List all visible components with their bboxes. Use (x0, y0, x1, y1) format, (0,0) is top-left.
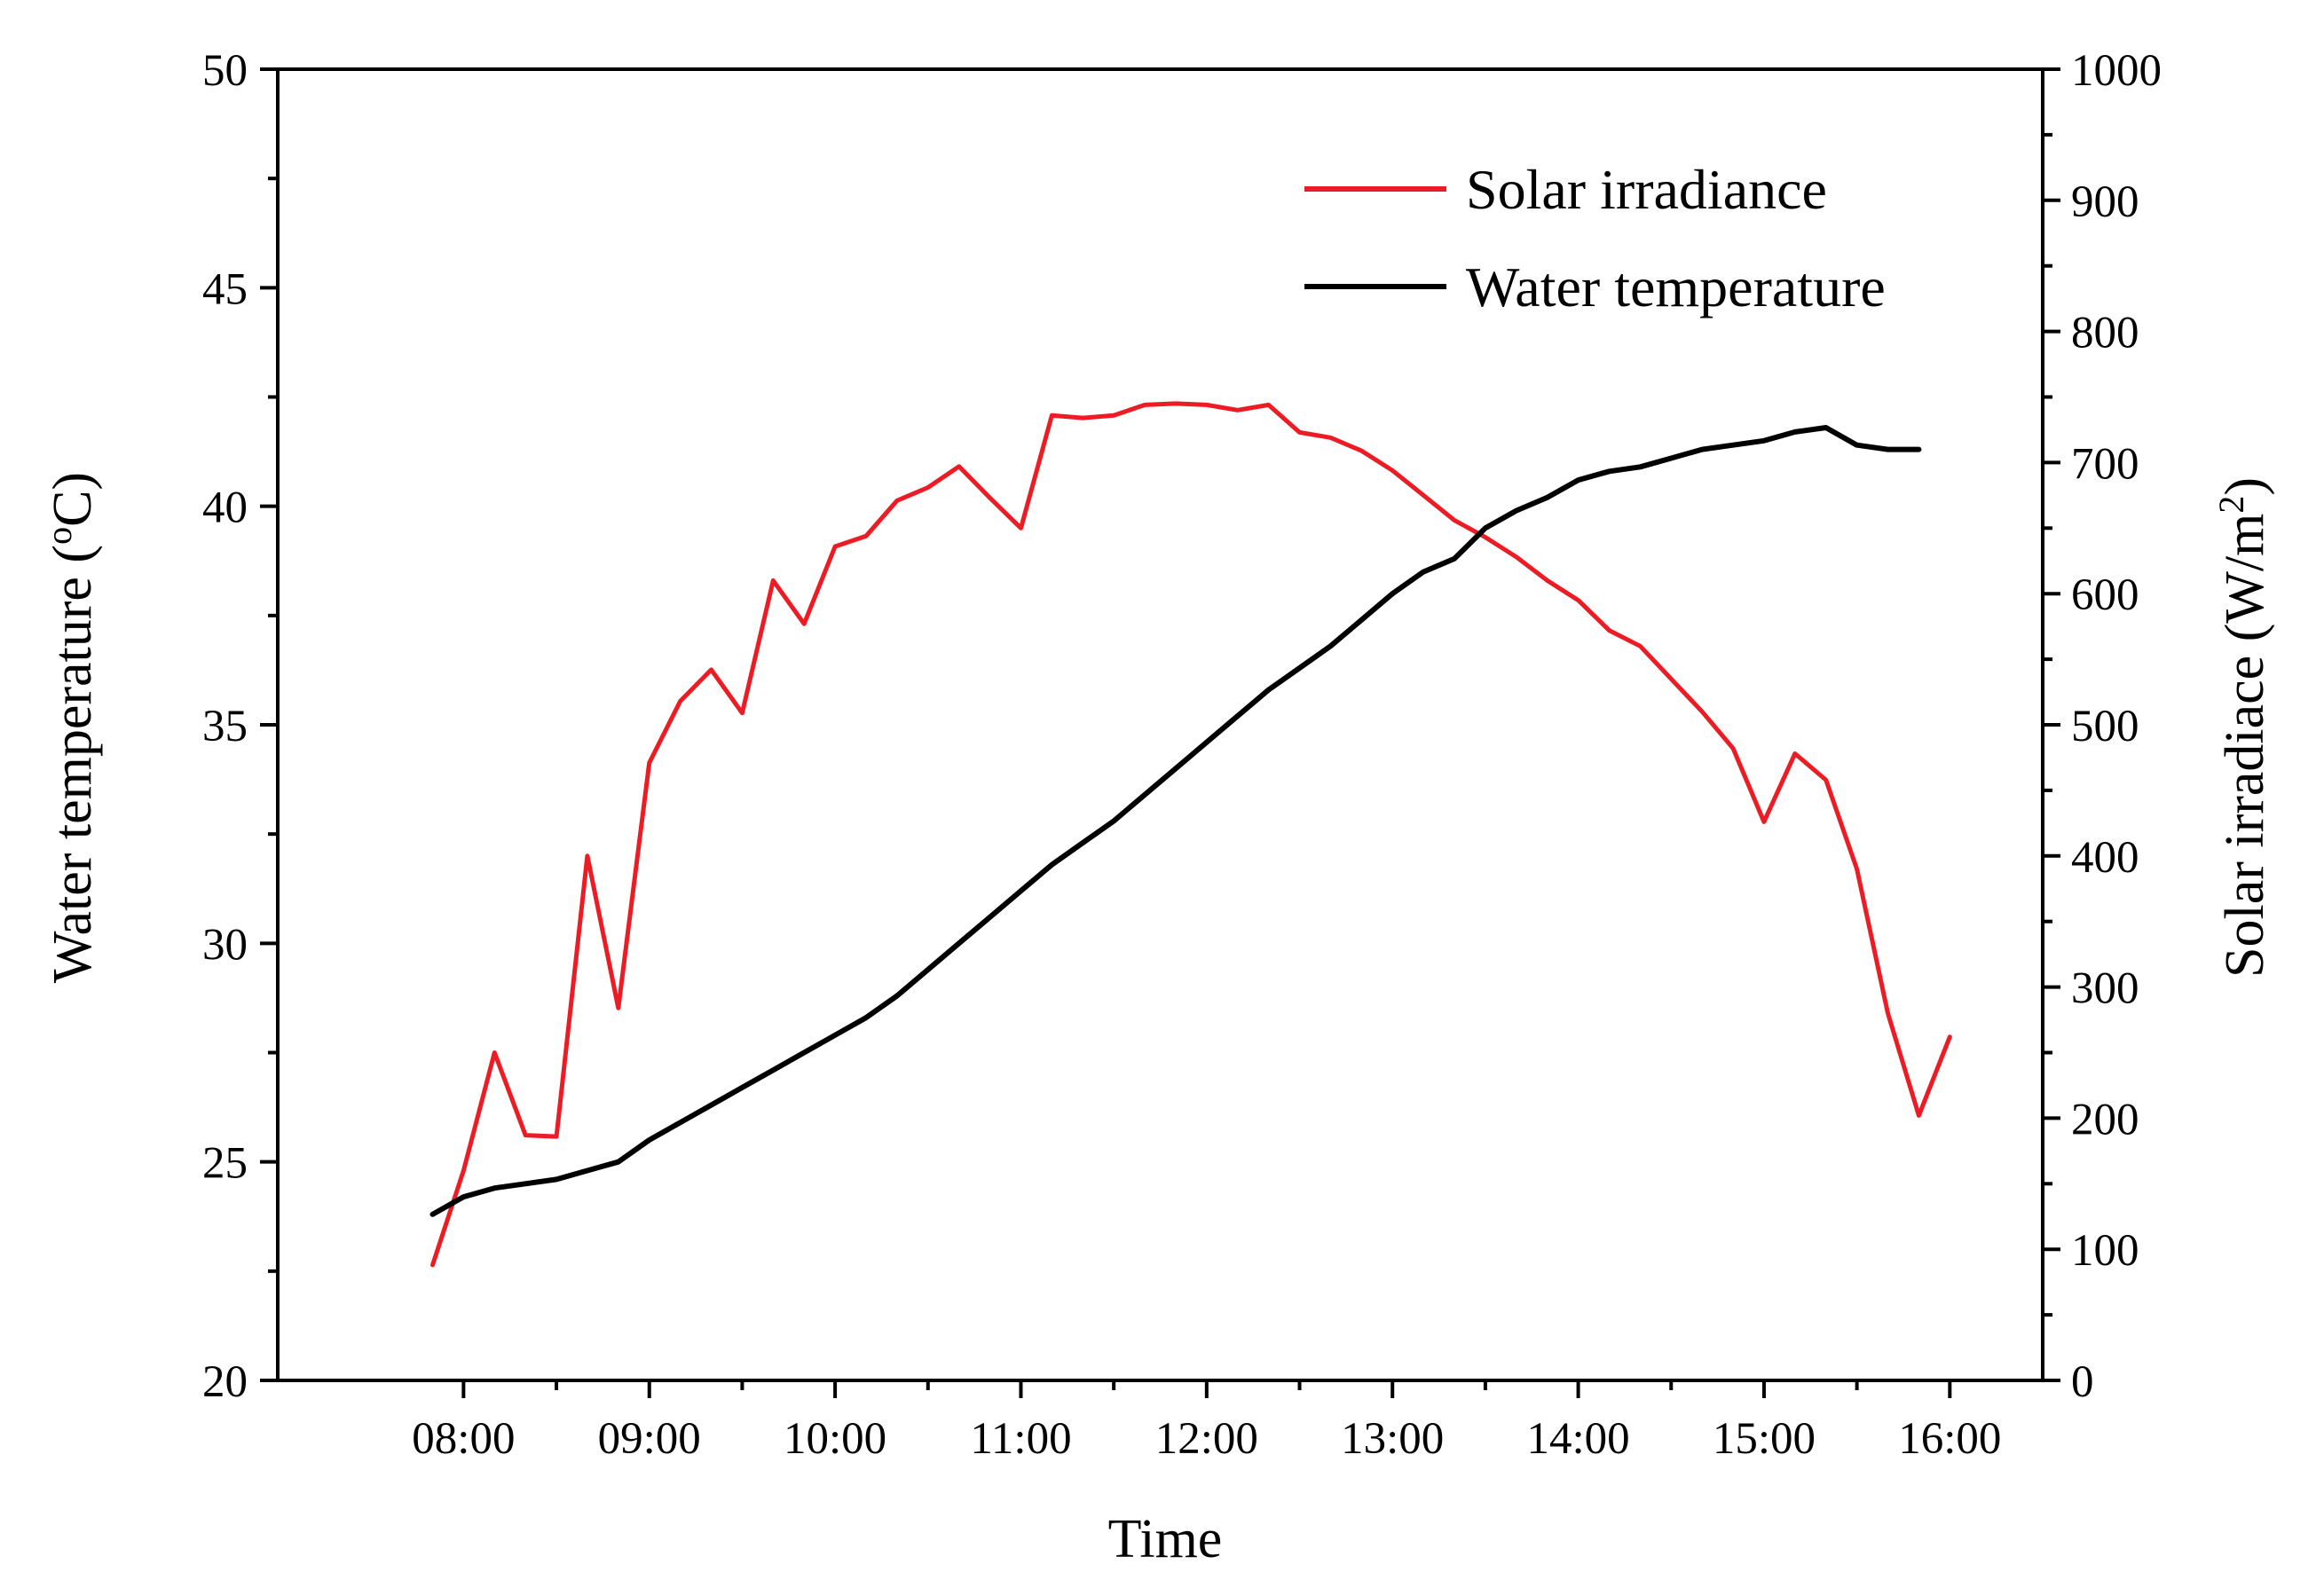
y-right-tick-label: 400 (2071, 833, 2139, 883)
y-left-tick-label: 30 (202, 920, 248, 970)
x-axis: 08:00 09:00 10:00 11:00 12:00 13:00 14:00 15:00… (412, 1380, 2001, 1464)
x-tick-label: 11:00 (970, 1414, 1071, 1464)
y-left-tick-label: 20 (202, 1357, 248, 1407)
y-right-tick-label: 500 (2071, 702, 2139, 751)
x-axis-title: Time (1108, 1509, 1223, 1569)
y-right-tick-label: 0 (2071, 1357, 2094, 1407)
y-left-tick-label: 35 (202, 702, 248, 751)
y-right-tick-label: 800 (2071, 309, 2139, 358)
y-axis-right-title: Solar irradiace (W/m2) (2211, 477, 2275, 978)
x-tick-label: 08:00 (412, 1414, 515, 1464)
solar-irradiance-line (430, 401, 1952, 1268)
y-right-tick-label: 300 (2071, 964, 2139, 1014)
y-right-tick-label: 1000 (2071, 46, 2162, 96)
y-right-tick-label: 700 (2071, 439, 2139, 489)
x-tick-label: 15:00 (1713, 1414, 1816, 1464)
x-tick-label: 10:00 (784, 1414, 886, 1464)
y-left-tick-label: 50 (202, 46, 248, 96)
series-layer (429, 401, 1952, 1268)
y-right-tick-label: 200 (2071, 1095, 2139, 1144)
water-temperature-line (429, 425, 1922, 1217)
y-axis-left-title: Water temperature (oC) (39, 472, 103, 983)
legend: Solar irradiance Water temperature (1304, 158, 1886, 318)
y-axis-right: 0 100 200 300 400 500 600 700 800 900 1000 (2043, 46, 2162, 1407)
y-right-tick-label: 900 (2071, 177, 2139, 227)
x-tick-label: 13:00 (1341, 1414, 1444, 1464)
x-tick-label: 12:00 (1155, 1414, 1258, 1464)
y-left-tick-label: 40 (202, 483, 248, 533)
y-axis-left: 20 25 30 35 40 45 50 (202, 46, 278, 1407)
y-right-tick-label: 600 (2071, 570, 2139, 620)
y-left-tick-label: 25 (202, 1139, 248, 1189)
y-left-tick-label: 45 (202, 264, 248, 314)
solar-irradiance-legend-label: Solar irradiance (1466, 158, 1827, 221)
y-right-tick-label: 100 (2071, 1226, 2139, 1276)
water-temperature-legend-label: Water temperature (1466, 255, 1886, 318)
x-tick-label: 09:00 (598, 1414, 701, 1464)
x-tick-label: 16:00 (1898, 1414, 2001, 1464)
x-tick-label: 14:00 (1526, 1414, 1629, 1464)
